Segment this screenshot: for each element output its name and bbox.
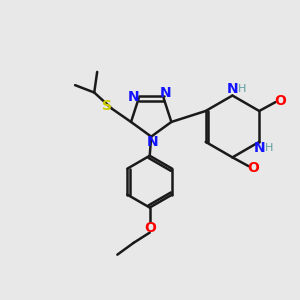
Text: N: N <box>226 82 238 96</box>
Text: N: N <box>147 135 158 149</box>
Text: N: N <box>159 86 171 100</box>
Text: H: H <box>238 84 246 94</box>
Text: N: N <box>254 141 265 155</box>
Text: O: O <box>274 94 286 108</box>
Text: N: N <box>128 90 139 104</box>
Text: H: H <box>265 143 273 153</box>
Text: S: S <box>103 99 112 113</box>
Text: O: O <box>247 161 259 175</box>
Text: O: O <box>144 220 156 235</box>
